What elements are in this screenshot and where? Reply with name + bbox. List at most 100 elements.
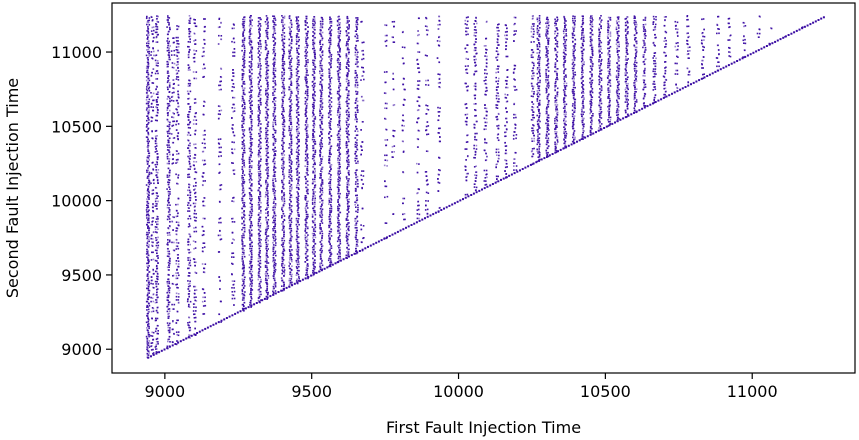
data-point xyxy=(298,163,300,166)
data-point xyxy=(274,196,276,199)
data-point xyxy=(311,226,314,228)
data-point xyxy=(339,166,341,168)
data-point xyxy=(243,41,245,44)
data-point xyxy=(338,215,340,217)
data-point xyxy=(195,119,198,121)
data-point xyxy=(296,232,298,235)
data-point xyxy=(175,162,177,164)
data-point xyxy=(176,269,178,271)
data-point xyxy=(203,267,205,270)
data-point xyxy=(305,84,308,87)
data-point xyxy=(187,285,190,288)
data-point xyxy=(250,266,253,269)
data-point xyxy=(330,101,333,103)
data-point xyxy=(145,99,148,101)
data-point xyxy=(337,163,340,166)
data-point xyxy=(314,191,317,193)
data-point xyxy=(311,26,314,29)
data-point xyxy=(267,262,270,264)
data-point xyxy=(186,300,189,303)
data-point xyxy=(168,231,171,234)
data-point xyxy=(172,320,174,322)
data-point xyxy=(274,171,277,173)
data-point xyxy=(297,151,299,154)
data-point xyxy=(282,62,284,65)
data-point xyxy=(314,197,316,200)
data-point xyxy=(147,138,149,141)
data-point xyxy=(319,151,322,154)
data-point xyxy=(242,158,244,160)
data-point xyxy=(258,116,260,119)
data-point xyxy=(260,45,262,48)
data-point xyxy=(265,181,267,183)
data-point xyxy=(189,217,192,220)
data-point xyxy=(297,246,300,249)
data-point xyxy=(243,226,246,229)
data-point xyxy=(148,352,150,354)
data-point xyxy=(319,214,321,216)
data-point xyxy=(232,96,234,99)
data-point xyxy=(273,26,276,28)
data-point xyxy=(296,28,299,30)
data-point xyxy=(307,36,309,39)
data-point xyxy=(274,42,277,44)
data-point xyxy=(295,74,298,77)
data-point xyxy=(289,273,291,276)
data-point xyxy=(203,163,205,166)
data-point xyxy=(328,216,330,218)
data-point xyxy=(295,38,298,41)
data-point xyxy=(249,277,251,279)
data-point xyxy=(147,311,150,313)
data-point xyxy=(306,174,308,176)
data-point xyxy=(306,154,309,157)
data-point xyxy=(312,191,315,193)
data-point xyxy=(259,241,261,243)
data-point xyxy=(289,63,291,65)
data-point xyxy=(313,131,316,133)
data-point xyxy=(274,214,277,217)
data-point xyxy=(188,196,191,199)
data-point xyxy=(296,103,299,105)
data-point xyxy=(193,32,196,35)
data-point xyxy=(177,94,180,96)
data-point xyxy=(157,255,159,257)
data-point xyxy=(156,288,159,290)
data-point xyxy=(282,183,285,186)
data-point xyxy=(320,205,323,208)
data-point xyxy=(257,64,260,67)
data-point xyxy=(250,41,253,44)
data-point xyxy=(151,245,154,247)
data-point xyxy=(250,177,252,179)
data-point xyxy=(266,162,269,165)
data-point xyxy=(152,203,154,205)
data-point xyxy=(312,106,314,108)
data-point xyxy=(307,227,309,230)
data-point xyxy=(147,128,149,130)
data-point xyxy=(147,131,149,134)
data-point xyxy=(153,29,155,32)
data-point xyxy=(147,169,150,172)
data-point xyxy=(328,122,330,124)
data-point xyxy=(146,346,148,348)
data-point xyxy=(314,151,317,153)
data-point xyxy=(257,95,260,98)
data-point xyxy=(168,225,171,227)
data-point xyxy=(251,110,253,112)
data-point xyxy=(147,321,150,323)
data-point xyxy=(290,142,293,144)
data-point xyxy=(298,138,300,141)
data-point xyxy=(148,191,150,194)
data-point xyxy=(146,248,148,251)
data-point xyxy=(177,63,179,66)
data-point xyxy=(177,221,180,224)
data-point xyxy=(203,313,206,315)
data-point xyxy=(189,38,191,40)
data-point xyxy=(257,52,260,54)
data-point xyxy=(220,80,222,83)
data-point xyxy=(267,183,269,186)
data-point xyxy=(168,104,171,107)
data-point xyxy=(297,33,299,35)
data-point xyxy=(147,32,150,34)
data-point xyxy=(274,217,276,220)
data-point xyxy=(232,23,235,25)
